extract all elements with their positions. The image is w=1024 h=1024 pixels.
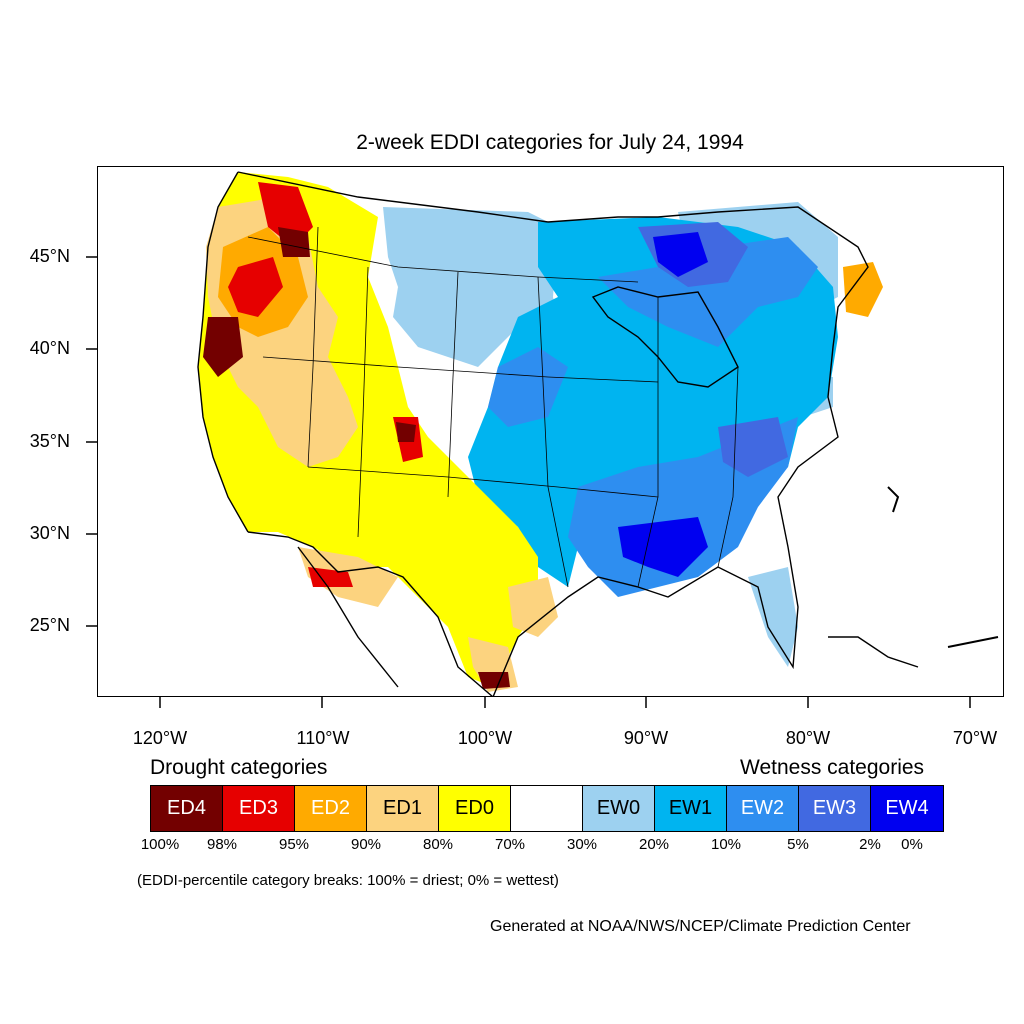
drought-heading: Drought categories <box>150 756 328 779</box>
legend-ed0: ED0 <box>439 786 511 831</box>
lat-label: 35°N <box>29 431 70 451</box>
percent-label: 100% <box>140 836 180 853</box>
percent-label: 0% <box>901 836 923 853</box>
percent-label: 90% <box>350 836 382 853</box>
legend-ew4: EW4 <box>871 786 943 831</box>
axis-ticks <box>86 256 971 708</box>
eddi-map <box>197 171 999 696</box>
percent-label: 70% <box>494 836 526 853</box>
legend-ed1: ED1 <box>367 786 439 831</box>
category-note: (EDDI-percentile category breaks: 100% =… <box>137 872 559 889</box>
drought-regions <box>198 172 883 692</box>
category-legend: ED4 ED3 ED2 ED1 ED0 EW0 EW1 EW2 EW3 EW4 <box>150 785 944 832</box>
legend-neutral <box>511 786 583 831</box>
percent-label: 20% <box>638 836 670 853</box>
legend-ew0: EW0 <box>583 786 655 831</box>
legend-ed2: ED2 <box>295 786 367 831</box>
percent-label: 5% <box>787 836 809 853</box>
percent-label: 10% <box>710 836 742 853</box>
percent-label: 80% <box>422 836 454 853</box>
map-title: 2-week EDDI categories for July 24, 1994 <box>356 131 744 154</box>
percent-label: 30% <box>566 836 598 853</box>
state-borders <box>247 226 739 588</box>
percent-label: 2% <box>859 836 881 853</box>
lon-label: 110°W <box>296 728 350 748</box>
legend-ew3: EW3 <box>799 786 871 831</box>
lat-label: 40°N <box>29 338 70 358</box>
lon-label: 80°W <box>785 728 831 748</box>
lat-label: 30°N <box>29 523 70 543</box>
lon-label: 70°W <box>952 728 998 748</box>
percent-label: 95% <box>278 836 310 853</box>
legend-ew1: EW1 <box>655 786 727 831</box>
lon-label: 120°W <box>132 728 188 748</box>
legend-ed3: ED3 <box>223 786 295 831</box>
lon-label: 100°W <box>457 728 513 748</box>
legend-ed4: ED4 <box>151 786 223 831</box>
wetness-heading: Wetness categories <box>740 756 925 779</box>
credit-line: Generated at NOAA/NWS/NCEP/Climate Predi… <box>490 918 911 935</box>
percent-label: 98% <box>206 836 238 853</box>
legend-ew2: EW2 <box>727 786 799 831</box>
map-panel <box>97 166 1004 697</box>
lon-label: 90°W <box>623 728 669 748</box>
lat-label: 45°N <box>29 246 70 266</box>
lat-label: 25°N <box>29 615 70 635</box>
